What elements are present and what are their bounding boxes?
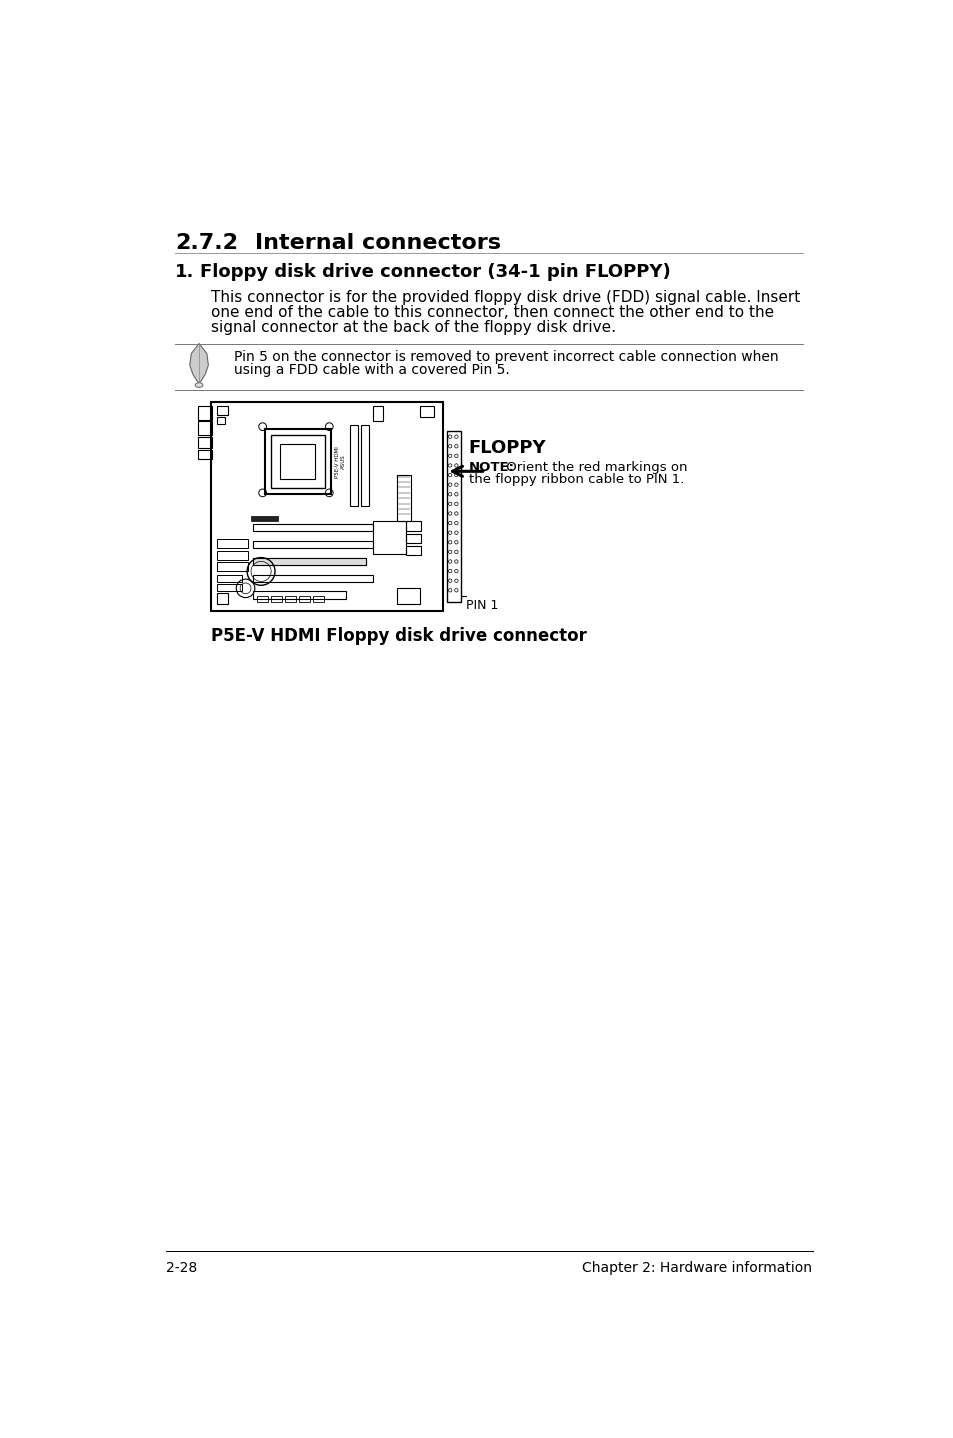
Bar: [216, 575, 241, 582]
Bar: [298, 597, 310, 603]
Bar: [271, 436, 324, 489]
Text: signal connector at the back of the floppy disk drive.: signal connector at the back of the flop…: [211, 319, 615, 335]
Text: the floppy ribbon cable to PIN 1.: the floppy ribbon cable to PIN 1.: [468, 473, 683, 486]
Bar: [396, 475, 410, 522]
Bar: [373, 406, 382, 421]
Bar: [216, 406, 228, 416]
Text: using a FDD cable with a covered Pin 5.: using a FDD cable with a covered Pin 5.: [233, 362, 509, 377]
Text: Orient the red markings on: Orient the red markings on: [501, 460, 687, 473]
Bar: [419, 406, 434, 417]
Bar: [216, 551, 248, 559]
Bar: [198, 406, 212, 420]
Bar: [285, 597, 295, 603]
Bar: [216, 584, 241, 591]
Bar: [198, 450, 212, 459]
Text: one end of the cable to this connector, then connect the other end to the: one end of the cable to this connector, …: [211, 305, 773, 321]
Bar: [253, 558, 365, 565]
Bar: [253, 541, 373, 548]
Bar: [216, 592, 228, 604]
Bar: [447, 431, 460, 603]
Bar: [313, 597, 323, 603]
Text: Internal connectors: Internal connectors: [254, 233, 500, 253]
Text: 2-28: 2-28: [166, 1261, 196, 1276]
Bar: [253, 591, 346, 600]
Bar: [406, 533, 421, 544]
Text: 2.7.2: 2.7.2: [174, 233, 238, 253]
Text: Pin 5 on the connector is removed to prevent incorrect cable connection when: Pin 5 on the connector is removed to pre…: [233, 349, 778, 364]
Bar: [280, 444, 315, 479]
Bar: [251, 516, 278, 521]
Text: 1.: 1.: [174, 263, 194, 282]
Text: This connector is for the provided floppy disk drive (FDD) signal cable. Insert: This connector is for the provided flopp…: [211, 290, 800, 305]
Bar: [360, 426, 369, 506]
Text: NOTE:: NOTE:: [468, 460, 515, 473]
Bar: [257, 597, 268, 603]
Bar: [253, 523, 373, 532]
Text: P5E-V HDMI
ASUS: P5E-V HDMI ASUS: [335, 446, 345, 477]
Bar: [350, 426, 357, 506]
Bar: [198, 437, 212, 449]
Ellipse shape: [195, 383, 203, 387]
Bar: [406, 522, 421, 531]
Text: Floppy disk drive connector (34-1 pin FLOPPY): Floppy disk drive connector (34-1 pin FL…: [199, 263, 670, 282]
PathPatch shape: [190, 344, 208, 384]
Bar: [396, 588, 419, 604]
Bar: [216, 562, 248, 571]
Bar: [265, 429, 331, 495]
Bar: [211, 403, 443, 611]
Text: FLOPPY: FLOPPY: [468, 439, 546, 457]
Bar: [216, 417, 224, 424]
Text: Chapter 2: Hardware information: Chapter 2: Hardware information: [581, 1261, 811, 1276]
Text: PIN 1: PIN 1: [466, 600, 498, 613]
Bar: [271, 597, 282, 603]
Bar: [216, 539, 248, 548]
Bar: [373, 522, 406, 554]
Bar: [253, 558, 365, 565]
Text: P5E-V HDMI Floppy disk drive connector: P5E-V HDMI Floppy disk drive connector: [211, 627, 586, 644]
Bar: [253, 575, 373, 582]
Bar: [198, 421, 212, 436]
Bar: [406, 546, 421, 555]
